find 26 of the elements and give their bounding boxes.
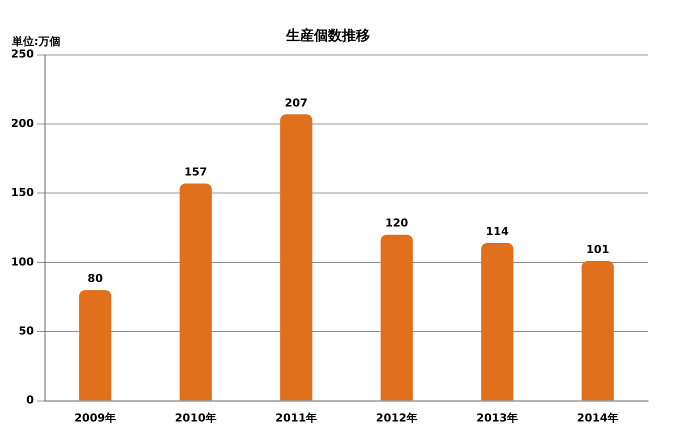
bar [280, 114, 312, 400]
data-label: 80 [88, 272, 104, 286]
bar [481, 243, 514, 400]
data-label: 157 [184, 166, 208, 179]
data-label: 120 [385, 216, 409, 230]
bar [180, 184, 212, 400]
y-tick-label: 50 [18, 324, 34, 338]
x-tick-label: 2014年 [576, 411, 619, 424]
x-tick-label: 2009年 [74, 411, 116, 424]
data-label: 207 [284, 96, 308, 110]
y-tick-label: 0 [26, 394, 34, 407]
y-axis-title: 単位:万個 [12, 34, 60, 49]
x-tick-label: 2013年 [476, 411, 518, 424]
x-tick-label: 2012年 [376, 411, 418, 424]
chart-title: 生産個数推移 [285, 27, 370, 44]
data-label: 114 [486, 225, 510, 238]
bar [380, 234, 413, 400]
x-tick-label: 2010年 [174, 411, 217, 424]
x-tick-label: 2011年 [275, 411, 318, 424]
y-tick-label: 100 [10, 255, 34, 268]
y-tick-label: 200 [10, 116, 34, 130]
bar [582, 261, 614, 400]
y-tick-label: 150 [10, 186, 34, 200]
data-label: 101 [586, 243, 610, 256]
bar [79, 290, 112, 400]
y-tick-label: 250 [10, 48, 34, 61]
